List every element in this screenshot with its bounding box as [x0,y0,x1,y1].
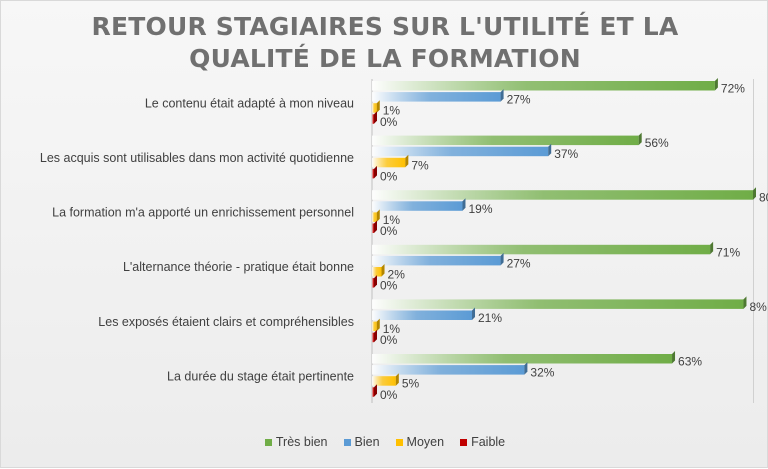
data-label: 0% [380,115,398,129]
legend-swatch-tres-bien [264,438,272,446]
bar-side [500,89,504,102]
legend-label-moyen: Moyen [406,435,445,449]
bar-moyen [372,157,406,168]
legend-label-faible: Faible [471,435,506,449]
data-label: 19% [468,202,492,216]
bar-très-bien [372,354,673,364]
legend-label-tres-bien: Très bien [275,435,328,449]
bar-side [395,373,399,386]
bar-bien [372,201,463,211]
bar-faible [372,114,374,124]
legend-swatch-faible [460,438,468,446]
bar-très-bien [372,244,711,255]
data-label: 1% [383,104,401,118]
bar-bien [372,365,525,375]
bar-très-bien [372,81,715,91]
data-label: 71% [716,245,740,259]
bar-side [376,318,380,332]
bar-bien [372,92,501,102]
legend-label-bien: Bien [354,435,380,449]
data-label: 0% [380,224,398,238]
data-label: 0% [380,333,398,347]
bar-side [381,264,385,277]
bar-bien [372,255,501,266]
data-label: 7% [411,158,429,172]
data-label: 32% [530,366,554,380]
bar-side [376,100,380,113]
bar-faible [372,223,374,233]
category-label: Les acquis sont utilisables dans mon act… [40,151,354,165]
category-label: Le contenu était adapté à mon niveau [145,96,354,110]
legend-swatch-bien [343,438,351,446]
bar-side [374,275,377,288]
bar-side [374,111,377,124]
bar-side [376,209,380,222]
data-label: 80% [759,191,768,205]
bar-side [374,384,377,397]
bar-faible [372,278,374,288]
bar-side [672,351,676,364]
bar-side [524,362,528,375]
bar-side [548,143,552,157]
legend-swatch-moyen [395,438,403,446]
bar-side [472,307,476,320]
data-label: 2% [388,268,406,282]
legend-item-bien[interactable]: Bien [343,435,380,449]
bar-side [462,198,466,211]
bar-side [374,165,377,179]
chart-title-line-2: QUALITÉ DE LA FORMATION [189,44,581,73]
data-label: 5% [402,377,420,391]
chart-title: RETOUR STAGIAIRES SUR L'UTILITÉ ET LA QU… [1,11,768,75]
bar-bien [372,310,473,320]
data-label: 21% [478,311,502,325]
bar-side [638,132,642,146]
data-label: 8% [749,300,767,314]
data-label: 0% [380,279,398,293]
bar-moyen [372,321,377,332]
data-label: 56% [645,136,669,150]
bar-side [500,252,504,266]
chart-legend: Très bien Bien Moyen Faible [1,435,768,449]
bar-faible [372,387,374,397]
bar-side [753,187,756,200]
bar-très-bien [372,299,744,309]
bar-moyen [372,267,382,277]
category-label: La durée du stage était pertinente [167,369,354,383]
chart-title-line-1: RETOUR STAGIAIRES SUR L'UTILITÉ ET LA [91,12,679,41]
data-label: 37% [554,147,578,161]
legend-item-moyen[interactable]: Moyen [395,435,445,449]
legend-item-faible[interactable]: Faible [460,435,505,449]
bar-side [743,296,747,309]
legend-item-tres-bien[interactable]: Très bien [264,435,328,449]
bar-faible [372,168,374,179]
bar-side [405,154,409,168]
bar-side [714,78,718,91]
bar-faible [372,332,374,343]
data-label: 27% [507,256,531,270]
bar-side [374,220,377,233]
bar-moyen [372,103,377,113]
bar-side [374,329,377,343]
data-label: 0% [380,169,398,183]
bar-moyen [372,212,377,222]
category-label: Les exposés étaient clairs et compréhens… [98,315,354,329]
bar-side [710,241,714,255]
data-label: 27% [507,93,531,107]
bar-bien [372,146,549,157]
category-label: L'alternance théorie - pratique était bo… [123,260,354,274]
data-label: 72% [721,82,745,96]
data-label: 1% [383,322,401,336]
data-label: 63% [678,355,702,369]
bar-très-bien [372,190,753,200]
bar-très-bien [372,135,639,146]
bar-moyen [372,376,396,386]
data-label: 0% [380,388,398,402]
data-label: 1% [383,213,401,227]
category-label: La formation m'a apporté un enrichisseme… [52,206,354,220]
